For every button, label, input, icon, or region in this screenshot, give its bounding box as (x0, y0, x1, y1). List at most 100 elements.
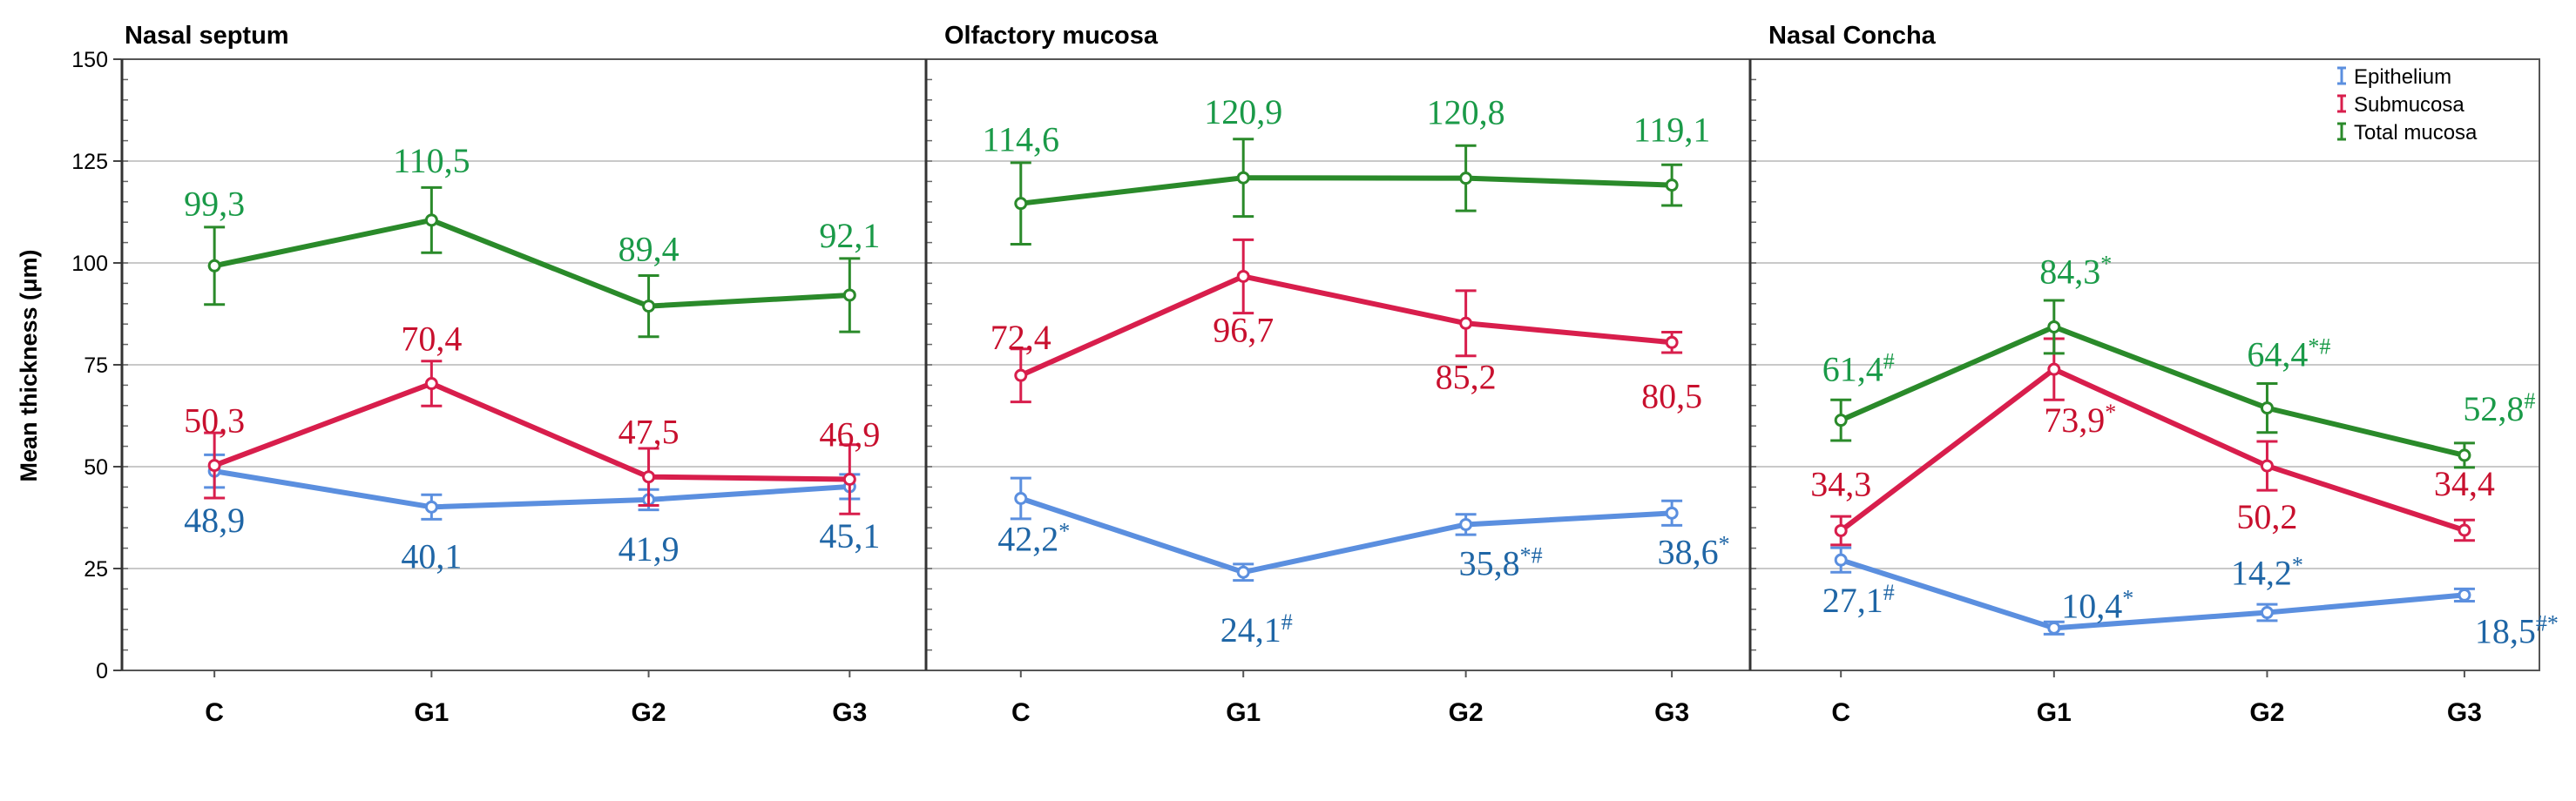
y-tick-label: 150 (71, 48, 108, 72)
x-tick-label: G1 (414, 698, 449, 727)
data-point (1236, 269, 1250, 283)
data-point (1014, 368, 1028, 382)
data-label: 64,4*# (2247, 334, 2330, 374)
data-point (642, 470, 656, 484)
data-point (424, 500, 438, 514)
series-line (1839, 367, 2465, 533)
data-point (1459, 517, 1473, 531)
x-tick-label: G3 (2447, 698, 2482, 727)
data-label: 10,4* (2061, 585, 2133, 625)
y-tick-label: 0 (96, 659, 108, 683)
data-label: 61,4# (1822, 349, 1895, 389)
series-line (1019, 495, 1673, 576)
x-tick-label: G1 (1226, 698, 1261, 727)
data-label: 52,8# (2463, 388, 2535, 428)
data-point (2458, 588, 2471, 602)
data-label: 45,1 (819, 516, 880, 555)
data-point (2458, 523, 2471, 537)
data-point (842, 473, 856, 487)
data-label: 80,5 (1641, 376, 1702, 415)
data-point (1834, 523, 1848, 537)
data-label: 84,3* (2039, 251, 2112, 291)
data-point (1459, 316, 1473, 330)
data-point (2047, 362, 2061, 376)
data-point (1834, 553, 1848, 567)
data-label: 14,2* (2231, 553, 2303, 593)
data-point (2458, 448, 2471, 462)
data-point (207, 459, 221, 473)
data-point (642, 300, 656, 313)
data-label: 41,9 (619, 529, 679, 569)
data-point (1665, 178, 1679, 192)
x-tick-label: G2 (632, 698, 666, 727)
data-point (2260, 459, 2274, 473)
panel-title: Nasal Concha (1768, 22, 1937, 50)
data-point (842, 288, 856, 302)
data-label: 119,1 (1633, 111, 1711, 150)
series-line (1840, 557, 2465, 631)
series-line (1019, 273, 1673, 378)
x-tick-label: G2 (1449, 698, 1484, 727)
data-label: 34,4 (2434, 464, 2495, 503)
x-tick-label: C (205, 698, 224, 727)
data-label: 96,7 (1213, 310, 1274, 349)
data-point (1014, 492, 1028, 506)
legend-label: Total mucosa (2354, 121, 2478, 145)
y-tick-label: 25 (84, 557, 108, 582)
data-label: 120,8 (1427, 93, 1505, 132)
data-label: 114,6 (983, 120, 1060, 159)
data-point (207, 259, 221, 273)
data-label: 92,1 (819, 216, 880, 255)
data-label: 18,5#* (2475, 610, 2559, 650)
data-label: 42,2* (997, 519, 1070, 559)
data-label: 110,5 (393, 141, 470, 180)
data-label: 27,1# (1822, 580, 1895, 620)
data-label: 38,6* (1658, 531, 1730, 571)
x-tick-label: G3 (1654, 698, 1689, 727)
series-line (1020, 175, 1673, 206)
data-label: 35,8*# (1459, 542, 1543, 582)
data-label: 99,3 (184, 184, 245, 223)
data-point (2260, 606, 2274, 620)
data-label: 34,3 (1810, 464, 1871, 503)
x-tick-label: G2 (2249, 698, 2284, 727)
x-tick-label: C (1011, 698, 1031, 727)
data-label: 50,2 (2236, 497, 2297, 536)
series-line (1839, 324, 2465, 458)
data-label: 40,1 (401, 536, 462, 576)
data-label: 85,2 (1436, 357, 1497, 396)
legend-label: Epithelium (2354, 65, 2451, 89)
y-tick-label: 100 (71, 252, 108, 276)
y-tick-label: 125 (71, 150, 108, 174)
y-tick-label: 75 (84, 353, 108, 378)
data-label: 48,9 (184, 501, 245, 540)
panel-title: Olfactory mucosa (944, 22, 1159, 50)
data-point (1459, 172, 1473, 185)
data-label: 50,3 (184, 401, 245, 441)
x-tick-label: G3 (832, 698, 867, 727)
data-label: 72,4 (991, 318, 1051, 357)
data-point (1236, 171, 1250, 185)
data-point (2047, 320, 2061, 333)
data-point (1665, 335, 1679, 349)
legend-label: Submucosa (2354, 93, 2464, 117)
data-point (1834, 414, 1848, 427)
data-point (2260, 401, 2274, 415)
data-point (1014, 197, 1028, 211)
data-point (424, 377, 438, 391)
data-point (2047, 621, 2061, 635)
data-label: 70,4 (401, 320, 462, 359)
x-tick-label: G1 (2037, 698, 2072, 727)
data-label: 89,4 (619, 230, 679, 269)
data-label: 73,9* (2044, 400, 2116, 440)
panel-title: Nasal septum (125, 22, 289, 50)
data-point (1665, 506, 1679, 520)
series-line (213, 468, 850, 510)
y-axis-label: Mean thickness (μm) (16, 249, 42, 481)
data-point (424, 213, 438, 227)
x-tick-label: C (1831, 698, 1850, 727)
y-tick-label: 50 (84, 455, 108, 480)
data-point (1236, 565, 1250, 579)
series-line (213, 380, 850, 482)
